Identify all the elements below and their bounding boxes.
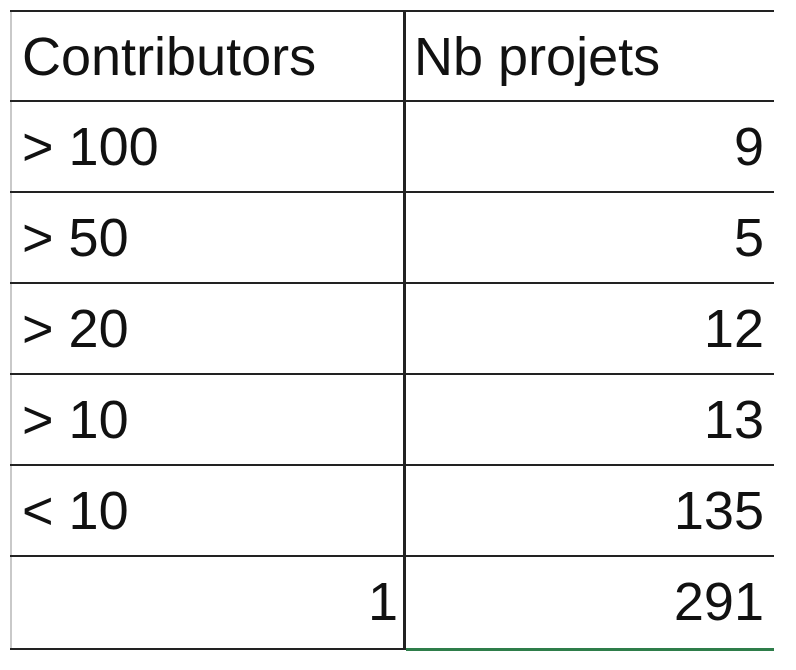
cell-nb-projets[interactable]: 13	[414, 375, 764, 465]
header-contributors[interactable]: Contributors	[22, 12, 398, 102]
cell-nb-projets[interactable]: 291	[414, 557, 764, 647]
header-nb-projets[interactable]: Nb projets	[414, 12, 764, 102]
cell-nb-projets-value: 5	[733, 208, 764, 268]
cell-nb-projets-value: 9	[733, 117, 764, 177]
row-divider	[10, 648, 406, 650]
cell-contributors[interactable]: > 20	[22, 284, 398, 374]
cell-contributors-value: > 50	[22, 208, 129, 268]
cell-contributors[interactable]: 1	[22, 557, 398, 647]
cell-nb-projets[interactable]: 12	[414, 284, 764, 374]
cell-nb-projets-value: 135	[673, 481, 764, 541]
cell-nb-projets-value: 291	[673, 572, 764, 632]
row-divider	[10, 464, 774, 466]
cell-nb-projets[interactable]: 5	[414, 193, 764, 283]
column-divider	[403, 10, 406, 650]
cell-contributors-value: > 10	[22, 390, 129, 450]
cell-contributors-value: 1	[367, 572, 398, 632]
row-divider	[10, 282, 774, 284]
cell-contributors-value: > 100	[22, 117, 159, 177]
cell-nb-projets-value: 13	[703, 390, 764, 450]
table-left-border	[10, 10, 12, 650]
row-divider	[10, 373, 774, 375]
cell-contributors[interactable]: < 10	[22, 466, 398, 556]
cell-contributors[interactable]: > 100	[22, 102, 398, 192]
cell-contributors[interactable]: > 50	[22, 193, 398, 283]
row-divider	[10, 555, 774, 557]
header-nb-projets-label: Nb projets	[414, 27, 661, 87]
row-divider	[10, 191, 774, 193]
cell-contributors-value: > 20	[22, 299, 129, 359]
selected-cell-underline	[406, 648, 774, 651]
cell-contributors[interactable]: > 10	[22, 375, 398, 465]
cell-contributors-value: < 10	[22, 481, 129, 541]
row-divider	[10, 100, 774, 102]
cell-nb-projets-value: 12	[703, 299, 764, 359]
spreadsheet-table: Contributors Nb projets > 100 9 > 50 5 >…	[10, 10, 774, 651]
cell-nb-projets[interactable]: 135	[414, 466, 764, 556]
table-top-border	[10, 10, 774, 12]
header-contributors-label: Contributors	[22, 27, 317, 87]
cell-nb-projets[interactable]: 9	[414, 102, 764, 192]
